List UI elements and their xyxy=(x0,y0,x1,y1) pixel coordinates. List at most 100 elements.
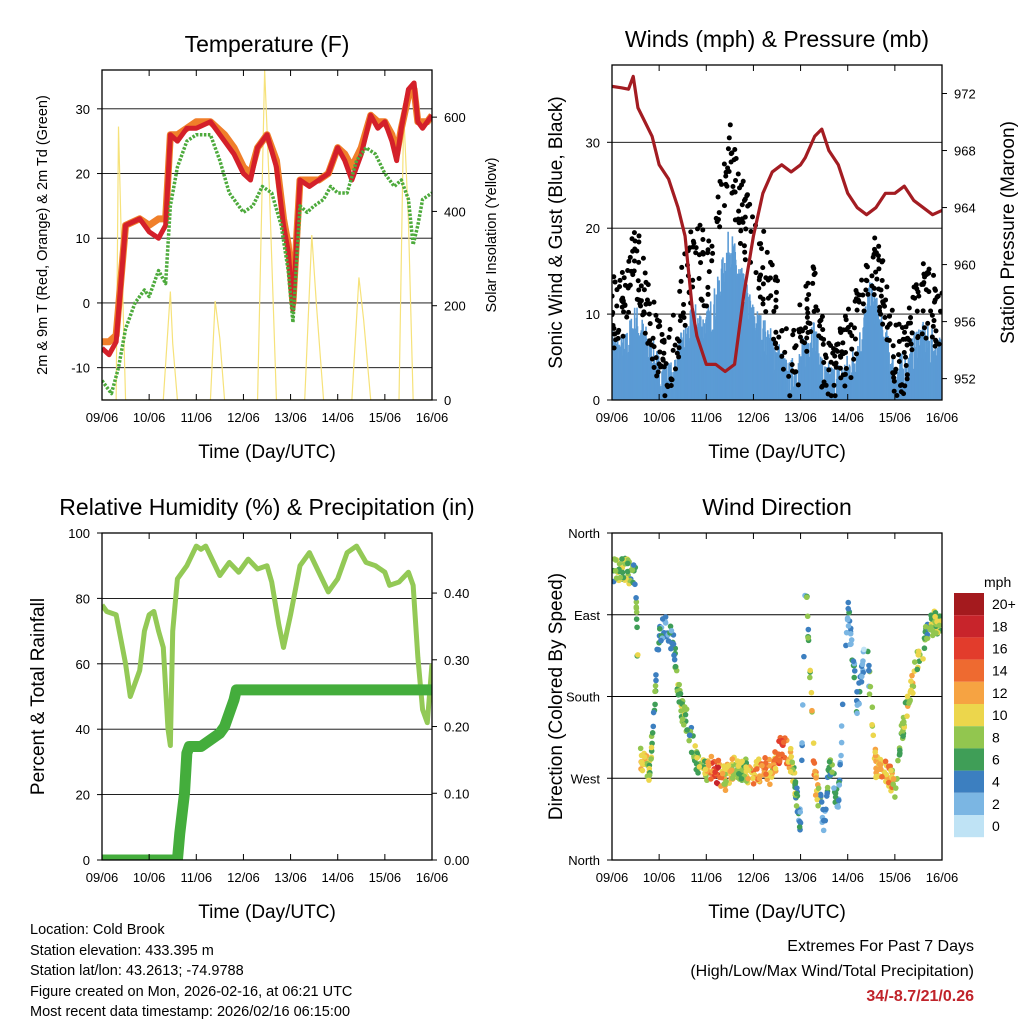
gust-point xyxy=(621,309,627,315)
gust-point xyxy=(625,268,631,274)
gust-point xyxy=(645,340,651,346)
station-elevation: Station elevation: 433.395 m xyxy=(30,942,214,959)
gust-point xyxy=(873,269,879,275)
gust-point xyxy=(822,352,828,358)
direction-point xyxy=(909,672,915,679)
gust-point xyxy=(630,272,636,278)
direction-point xyxy=(850,658,857,664)
winds-ytick-label: 30 xyxy=(586,135,600,150)
direction-point xyxy=(892,794,898,800)
gust-point xyxy=(879,277,885,283)
direction-point xyxy=(637,745,644,752)
direction-point xyxy=(873,774,879,781)
gust-point xyxy=(891,375,897,381)
direction-point xyxy=(809,707,815,714)
gust-point xyxy=(636,259,642,265)
direction-point xyxy=(820,827,827,834)
humidity-line xyxy=(102,543,432,749)
gust-point xyxy=(826,367,832,373)
rainfall-line xyxy=(102,684,432,860)
direction-point xyxy=(632,581,638,588)
direction-point xyxy=(867,683,874,690)
gust-point xyxy=(650,335,656,341)
gust-point xyxy=(929,312,935,318)
direction-point xyxy=(755,756,762,763)
direction-point xyxy=(807,667,814,674)
direction-xtick-label: 09/06 xyxy=(596,870,629,885)
winds-y2tick-label: 952 xyxy=(954,372,976,387)
gust-point xyxy=(929,334,935,340)
temp-2m-line xyxy=(102,80,432,358)
gust-point xyxy=(756,285,762,291)
gust-point xyxy=(773,304,779,310)
gust-point xyxy=(657,323,663,329)
gust-point xyxy=(877,308,883,314)
winds-y2tick-label: 968 xyxy=(954,144,976,159)
gust-point xyxy=(750,214,756,220)
gust-point xyxy=(742,249,748,255)
gust-point xyxy=(636,287,642,293)
humidity-xtick-label: 12/06 xyxy=(227,870,260,885)
gust-point xyxy=(899,325,905,331)
gust-point xyxy=(617,277,623,283)
gust-point xyxy=(620,295,626,301)
gust-point xyxy=(732,147,738,153)
gust-point xyxy=(638,283,644,289)
direction-point xyxy=(772,756,779,763)
gust-point xyxy=(901,391,907,397)
extremes-title: Extremes For Past 7 Days xyxy=(787,938,974,955)
temperature-ytick-label: 30 xyxy=(76,102,90,117)
direction-point xyxy=(820,806,826,813)
direction-point xyxy=(856,701,862,707)
direction-point xyxy=(754,766,760,772)
direction-point xyxy=(722,787,729,794)
gust-point xyxy=(761,228,767,234)
direction-point xyxy=(826,758,833,765)
winds-xtick-label: 10/06 xyxy=(643,410,676,425)
direction-point xyxy=(908,687,914,694)
gust-point xyxy=(805,310,811,316)
dewpoint-line xyxy=(102,132,432,396)
gust-point xyxy=(891,388,897,394)
gust-point xyxy=(932,286,938,292)
gust-point xyxy=(726,135,732,141)
gust-point xyxy=(920,281,926,287)
gust-point xyxy=(901,349,907,355)
direction-point xyxy=(834,803,841,809)
gust-point xyxy=(717,224,723,230)
gust-point xyxy=(757,294,763,300)
gust-point xyxy=(847,329,853,335)
humidity-ylabel: Percent & Total Rainfall xyxy=(28,598,49,795)
gust-point xyxy=(925,320,931,326)
gust-point xyxy=(852,336,858,342)
direction-xlabel: Time (Day/UTC) xyxy=(708,902,846,923)
gust-point xyxy=(933,338,939,344)
gust-point xyxy=(821,360,827,366)
humidity-xtick-label: 16/06 xyxy=(416,870,449,885)
speed-legend-label: 8 xyxy=(992,729,1000,745)
gust-point xyxy=(791,369,797,375)
direction-point xyxy=(831,785,837,791)
gust-point xyxy=(656,361,662,367)
gust-point xyxy=(735,216,741,222)
direction-xtick-label: 11/06 xyxy=(690,870,722,885)
gust-point xyxy=(690,244,696,250)
gust-point xyxy=(811,266,817,272)
gust-point xyxy=(783,326,789,332)
humidity-ytick-label: 100 xyxy=(68,526,90,541)
direction-xtick-label: 13/06 xyxy=(784,870,817,885)
direction-point xyxy=(799,702,806,708)
direction-point xyxy=(824,784,831,791)
gust-point xyxy=(773,340,779,346)
direction-point xyxy=(818,793,824,799)
gust-point xyxy=(804,348,810,354)
gust-point xyxy=(642,330,648,336)
direction-point xyxy=(650,723,657,730)
gust-point xyxy=(934,294,940,300)
gust-point xyxy=(676,338,682,344)
gust-point xyxy=(922,274,928,280)
direction-point xyxy=(696,764,703,770)
speed-legend-swatch xyxy=(954,615,984,638)
winds-ytick-label: 0 xyxy=(593,393,600,408)
direction-point xyxy=(630,562,637,568)
